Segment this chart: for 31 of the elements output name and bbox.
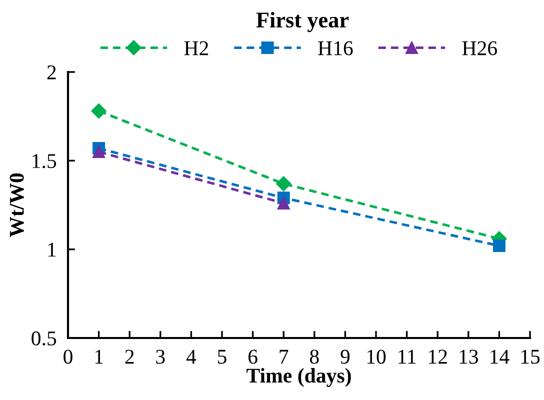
point	[91, 103, 106, 119]
point	[492, 240, 506, 252]
x-tick-label: 7	[280, 350, 288, 364]
x-tick-label: 15	[521, 350, 540, 364]
x-tick-label: 9	[340, 350, 350, 364]
x-tick-label: 0	[64, 350, 72, 364]
point	[92, 146, 106, 158]
y-tick-label: 1.5	[32, 154, 56, 168]
x-tick-label: 6	[248, 350, 258, 364]
x-tick-label: 5	[218, 350, 226, 364]
x-tick-label: 3	[156, 350, 165, 364]
x-tick-label: 13	[460, 350, 478, 364]
x-tick-label: 12	[429, 350, 447, 364]
legend-label: H16	[318, 41, 353, 56]
x-tick-label: 8	[310, 350, 319, 364]
y-tick-label: 2	[47, 65, 56, 80]
y-tick-label: 1	[48, 242, 56, 257]
x-tick-label: 14	[490, 350, 510, 364]
x-axis-title: Time (days)	[246, 368, 351, 387]
x-tick-label: 1	[95, 350, 103, 364]
y-axis-title: Wt/W0	[10, 173, 24, 238]
x-tick-label: 2	[125, 350, 134, 364]
x-tick-label: 10	[367, 350, 386, 364]
point	[277, 196, 290, 210]
x-tick-label: 11	[398, 350, 416, 364]
point	[276, 176, 292, 192]
y-tick-label: 0.5	[32, 331, 56, 346]
x-tick-label: 4	[186, 350, 196, 364]
legend-label: H2	[184, 41, 208, 56]
legend-label: H26	[462, 41, 497, 56]
chart-title: First year	[256, 12, 349, 32]
